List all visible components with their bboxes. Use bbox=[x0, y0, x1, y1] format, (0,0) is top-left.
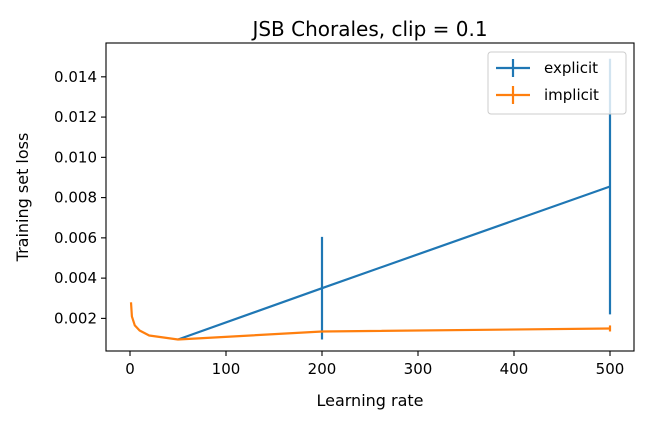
y-tick-label: 0.014 bbox=[54, 68, 97, 86]
series-line-implicit bbox=[129, 302, 611, 341]
y-tick-label: 0.008 bbox=[54, 189, 97, 207]
y-tick-label: 0.006 bbox=[54, 229, 97, 247]
y-tick-label: 0.004 bbox=[54, 269, 97, 287]
legend: explicit implicit bbox=[487, 51, 627, 115]
x-tick-label: 0 bbox=[125, 360, 135, 378]
y-axis-label: Training set loss bbox=[13, 133, 32, 263]
plot-area: 0 100 200 300 400 500 0.002 0.004 0.006 0.008 0.01… bbox=[54, 42, 635, 378]
y-tick-label: 0.012 bbox=[54, 108, 97, 126]
legend-label-explicit: explicit bbox=[544, 59, 598, 77]
x-tick-label: 500 bbox=[596, 360, 625, 378]
y-tick-label: 0.010 bbox=[54, 148, 97, 166]
x-axis-label: Learning rate bbox=[316, 391, 423, 410]
y-tick-label: 0.002 bbox=[54, 309, 97, 327]
x-tick-label: 300 bbox=[404, 360, 433, 378]
x-tick-label: 400 bbox=[500, 360, 529, 378]
legend-label-implicit: implicit bbox=[544, 86, 599, 104]
x-tick-label: 200 bbox=[308, 360, 337, 378]
chart-title: JSB Chorales, clip = 0.1 bbox=[250, 17, 487, 41]
plot-frame bbox=[105, 42, 635, 352]
series-line-explicit bbox=[177, 185, 611, 341]
x-tick-label: 100 bbox=[212, 360, 241, 378]
